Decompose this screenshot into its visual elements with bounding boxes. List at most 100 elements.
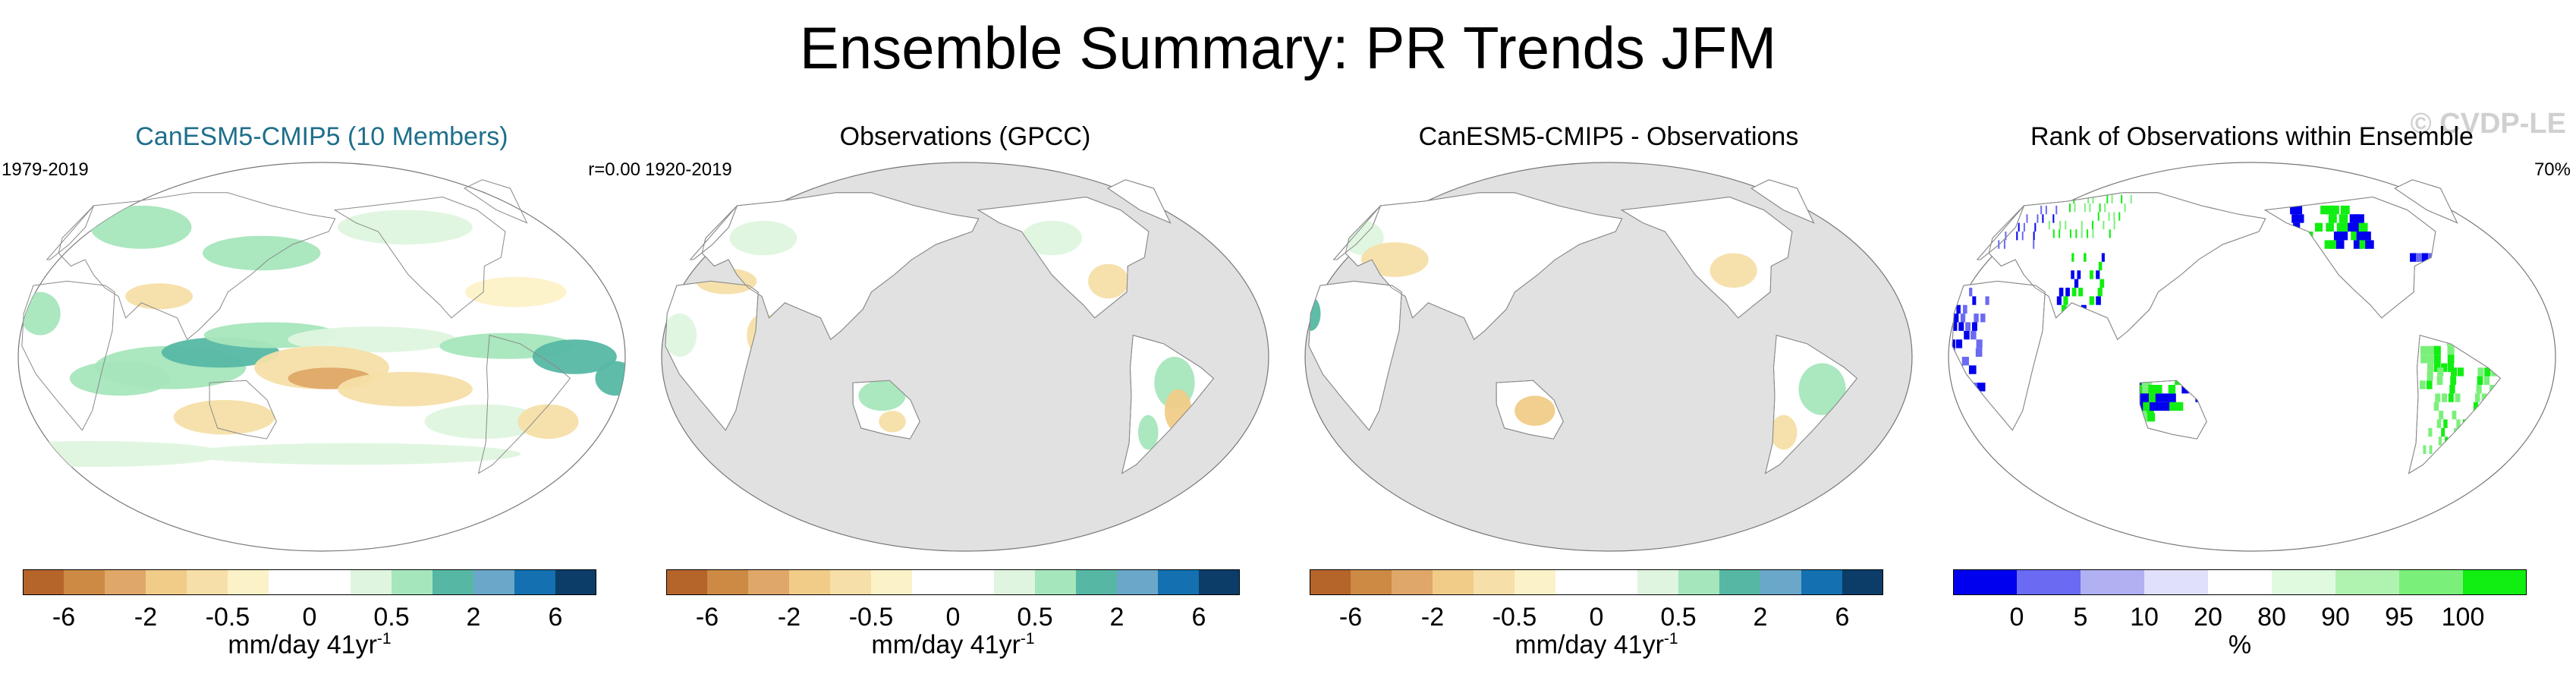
rank-cell [2291,214,2299,223]
rank-cell [2155,393,2163,402]
coastline-australia [1496,380,1564,440]
wet-trend-area [729,220,797,256]
rank-cell [2103,220,2105,230]
rank-cell [2097,212,2099,221]
rank-cell [2162,393,2170,402]
rank-cell [2348,222,2357,232]
watermark: © CVDP-LE [2410,108,2566,140]
map-model [17,162,626,552]
colorbar-swatch [2335,569,2400,595]
colorbar-swatch [555,569,596,595]
rank-cell [2455,393,2461,402]
rank-cell [2121,194,2123,204]
panel-title: CanESM5-CMIP5 - Observations [1418,122,1799,151]
colorbar-swatch [994,569,1036,595]
rank-cell [2084,253,2087,262]
map-rank [1948,162,2556,552]
dry-trend-area [173,399,275,435]
rank-cell [1968,365,1977,374]
wet-trend-area [90,205,192,249]
rank-cell [2175,402,2184,411]
rank-cell [1958,322,1964,331]
rank-cell [2089,296,2095,305]
colorbar-tick-label: 6 [1192,603,1206,630]
rank-cell [2143,402,2151,411]
rank-cell [2456,419,2461,428]
rank-cell [2092,229,2094,238]
rank-cell [2428,427,2433,437]
rank-cell [1961,357,1969,366]
colorbar-tick-label: -0.5 [206,603,250,630]
rank-cell [2427,345,2434,355]
dry-trend-area [517,404,579,440]
colorbar-swatch [1801,569,1843,595]
colorbar-swatch [2017,569,2081,595]
rank-cell [2169,393,2176,402]
rank-cell [2433,355,2441,364]
rank-cell [2440,363,2448,372]
wet-trend-area [338,210,473,245]
colorbar-tick-label: 2 [1754,603,1768,630]
wet-trend-area [665,314,697,358]
rank-cell [2037,214,2039,223]
rank-cell [2359,240,2368,249]
rank-cell [2087,229,2089,238]
coastline-asia [1345,192,1623,340]
wet-trend-area [20,292,61,336]
rank-cell [2441,427,2445,437]
colorbar-swatch [351,569,392,595]
rank-cell [2087,194,2090,204]
colorbar-swatch [473,569,515,595]
colorbar-tick-label: 6 [549,603,563,630]
colorbar-tick-label: 0.5 [1660,603,1696,630]
colorbar-swatch [830,569,872,595]
rank-cell [2130,194,2132,204]
rank-cell [2104,203,2106,213]
rank-cell [2436,419,2442,428]
rank-cell [2447,355,2455,364]
rank-cell [2023,222,2025,232]
rank-cell [2074,279,2079,288]
dry-trend-area [1769,414,1798,450]
colorbar-swatch [105,569,146,595]
rank-cell [2358,222,2368,232]
rank-cell [2045,205,2047,215]
rank-cell [2349,214,2359,223]
coastline-namerica [977,196,1150,319]
rank-cell [2481,393,2487,402]
colorbar-swatch [228,569,269,595]
rank-cell [2108,212,2110,221]
rank-cell [2365,240,2374,249]
coastline-africa [1952,280,2046,431]
colorbar-tick-label: 6 [1835,603,1850,630]
colorbar-swatch [269,569,310,595]
rank-cell [2059,220,2062,230]
rank-cell [1952,322,1958,331]
colorbar-swatch [432,569,474,595]
rank-cell [2436,376,2443,385]
rank-cell [2420,380,2426,389]
colorbar-swatch [789,569,831,595]
rank-cell [1977,383,1986,392]
rank-cell [2333,232,2342,241]
colorbar-swatch [1076,569,1118,595]
rank-cell [2294,205,2303,215]
colorbar-swatch [1596,569,1638,595]
rank-cell [2429,445,2433,454]
coastline-asia [1988,192,2266,340]
rank-cell [2325,205,2334,215]
colorbar-swatch [2463,569,2527,595]
rank-cell [2071,287,2077,297]
colorbar-swatch [912,569,954,595]
rank-cell [1975,348,1983,357]
colorbar-tick-label: 0 [303,603,317,630]
coastline-africa [1308,280,1402,431]
rank-cell [2450,367,2458,377]
rank-cell [1976,339,1983,348]
period-label: 1979-2019 [2,159,89,180]
colorbar-tick-label: 2 [1110,603,1124,630]
rank-cell [2059,287,2064,297]
colorbar-swatch [2272,569,2336,595]
rank-cell [1971,322,1977,331]
colorbar-swatch [392,569,433,595]
